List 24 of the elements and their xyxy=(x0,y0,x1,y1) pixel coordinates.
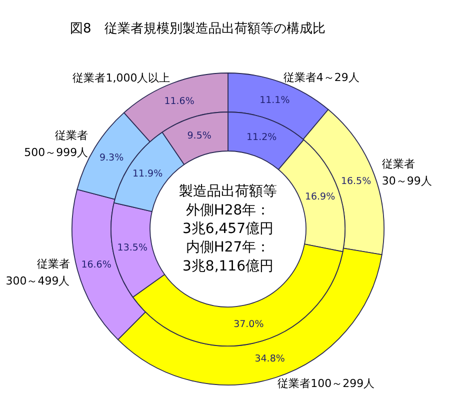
text: 3兆6,457億円 xyxy=(182,221,274,237)
data-label: 11.6% xyxy=(164,96,194,107)
slice-label: 従業者30～99人 xyxy=(382,157,432,188)
data-label: 11.1% xyxy=(260,95,290,106)
slice-label: 従業者1,000人以上 xyxy=(72,71,170,84)
data-label: 9.3% xyxy=(99,152,124,164)
text: 外側H28年： xyxy=(186,202,270,218)
data-label: 16.6% xyxy=(81,259,112,270)
slice-label: 従業者500～999人 xyxy=(24,128,88,158)
data-label: 13.5% xyxy=(117,242,148,254)
data-label: 16.9% xyxy=(304,191,336,202)
data-label: 37.0% xyxy=(234,318,264,330)
text: 3兆8,116億円 xyxy=(182,258,274,274)
data-label: 11.9% xyxy=(132,168,163,180)
chart-title: 図8 従業者規模別製造品出荷額等の構成比 xyxy=(70,22,326,36)
data-label: 16.5% xyxy=(340,176,372,188)
data-label: 9.5% xyxy=(187,130,212,142)
slice-label: 従業者300～499人 xyxy=(6,257,70,288)
data-label: 11.2% xyxy=(246,132,277,143)
text: 内側H27年： xyxy=(186,240,270,256)
text: 製造品出荷額等 xyxy=(179,184,277,200)
slice-label: 従業者4～29人 xyxy=(283,70,360,84)
slice-label: 従業者100～299人 xyxy=(278,376,375,390)
data-label: 34.8% xyxy=(254,353,285,364)
